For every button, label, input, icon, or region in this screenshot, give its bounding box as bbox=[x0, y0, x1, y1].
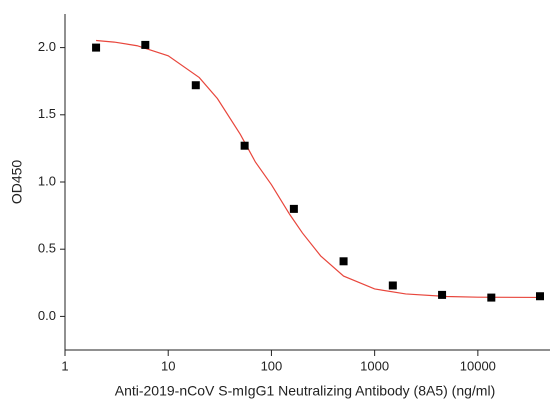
point bbox=[438, 290, 447, 299]
point bbox=[388, 281, 397, 290]
point bbox=[240, 141, 249, 150]
y-tick-label: 1.5 bbox=[38, 106, 56, 121]
point bbox=[191, 81, 200, 90]
point bbox=[92, 43, 101, 52]
point bbox=[487, 293, 496, 302]
y-tick-label: 2.0 bbox=[38, 39, 56, 54]
x-tick-label: 100 bbox=[261, 358, 283, 373]
x-tick-label: 10 bbox=[161, 358, 175, 373]
x-tick-label: 10000 bbox=[460, 358, 496, 373]
point bbox=[289, 204, 298, 213]
point bbox=[339, 257, 348, 266]
point bbox=[141, 40, 150, 49]
fit-curve bbox=[96, 39, 541, 299]
x-tick-label: 1 bbox=[61, 358, 68, 373]
y-tick-label: 1.0 bbox=[38, 173, 56, 188]
y-axis-label: OD450 bbox=[9, 160, 25, 205]
y-tick-label: 0.0 bbox=[38, 308, 56, 323]
x-axis-label: Anti-2019-nCoV S-mIgG1 Neutralizing Anti… bbox=[115, 383, 496, 399]
y-tick-label: 0.5 bbox=[38, 241, 56, 256]
point bbox=[535, 292, 544, 301]
x-tick-label: 1000 bbox=[360, 358, 389, 373]
